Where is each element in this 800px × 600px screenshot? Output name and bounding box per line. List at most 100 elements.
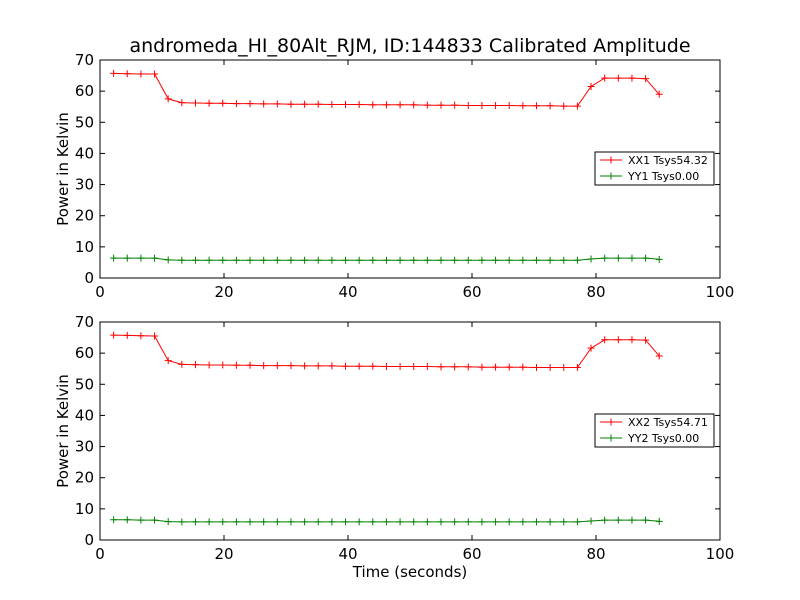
chart-2-x-tick-label: 40 <box>338 545 357 563</box>
chart-2-series-2-point <box>519 518 527 526</box>
chart-2-series-1-point <box>505 363 513 371</box>
chart-1-series-2-point <box>382 256 390 264</box>
chart-1-series-1-point <box>191 99 199 107</box>
chart-1-series-2-point <box>410 256 418 264</box>
chart-2-series-1-point <box>642 336 650 344</box>
chart-2-series-2-point <box>328 518 336 526</box>
chart-1-series-1-point <box>178 99 186 107</box>
chart-1-series-2-point <box>532 256 540 264</box>
chart-1-series-1-point <box>301 100 309 108</box>
chart-2-series-1-point <box>273 362 281 370</box>
chart-1-series-1-point <box>464 101 472 109</box>
chart-2-x-axis-label: Time (seconds) <box>352 563 468 581</box>
chart-1-series-2-point <box>137 254 145 262</box>
chart-2-series-2-point <box>546 518 554 526</box>
chart-2-legend-swatch-marker <box>607 434 615 442</box>
chart-1-y-tick-label: 70 <box>75 51 94 69</box>
chart-2-x-tick-label: 60 <box>462 545 481 563</box>
chart-2-series-1-point <box>178 360 186 368</box>
chart-1-series-1-point <box>137 70 145 78</box>
chart-2-x-tick-label: 20 <box>214 545 233 563</box>
chart-1-series-2-point <box>505 256 513 264</box>
chart-1-series-2-point <box>123 254 131 262</box>
chart-2-legend-label: XX2 Tsys54.71 <box>628 416 708 429</box>
chart-1-series-2-point <box>560 256 568 264</box>
chart-2-series-2-point <box>219 518 227 526</box>
chart-2-y-tick-label: 50 <box>75 375 94 393</box>
chart-2-series-1-point <box>423 363 431 371</box>
chart-1-y-tick-label: 0 <box>84 269 94 287</box>
chart-1-series-1-point <box>355 101 363 109</box>
chart-2-series-2-point <box>410 518 418 526</box>
chart-1-series-1-point <box>437 101 445 109</box>
chart-2-series-2-point <box>478 518 486 526</box>
chart-2-series-2-point <box>560 518 568 526</box>
chart-2-series-2-point <box>273 518 281 526</box>
chart-1-series-2-point <box>355 256 363 264</box>
chart-2-series-1-point <box>519 363 527 371</box>
chart-2-series-2-point <box>396 518 404 526</box>
chart-1-series-2-point <box>614 254 622 262</box>
chart-1-series-1-point <box>505 101 513 109</box>
chart-1-series-1-point <box>642 75 650 83</box>
chart-1-series-2-point <box>232 256 240 264</box>
chart-1-y-tick-label: 30 <box>75 176 94 194</box>
chart-1-series-1-point <box>546 102 554 110</box>
chart-2-y-axis-label: Power in Kelvin <box>54 374 72 488</box>
chart-2-series-2-point <box>614 516 622 524</box>
chart-2-series-1-point <box>314 362 322 370</box>
chart-2-series-1-point <box>573 363 581 371</box>
chart-1-series-2-point <box>546 256 554 264</box>
chart-2-y-tick-label: 70 <box>75 313 94 331</box>
chart-1-series-1-point <box>369 101 377 109</box>
chart-2-series-2-point <box>628 516 636 524</box>
chart-2-series-2-point <box>110 516 118 524</box>
chart-2-series-1-point <box>628 336 636 344</box>
chart-1-series-2-point <box>369 256 377 264</box>
chart-1-series-2-point <box>628 254 636 262</box>
chart-2-series-2-point <box>342 518 350 526</box>
chart-1-series-1-point <box>287 100 295 108</box>
chart-2-series-1-point <box>437 363 445 371</box>
chart-2-series-2-point <box>314 518 322 526</box>
chart-2-series-2-point <box>301 518 309 526</box>
chart-2-series-2-point <box>587 517 595 525</box>
chart-2-legend: XX2 Tsys54.71 YY2 Tsys0.00 <box>594 413 715 448</box>
chart-2-series-2-point <box>505 518 513 526</box>
chart-1-series-2-point <box>437 256 445 264</box>
chart-1-x-tick-label: 0 <box>95 283 105 301</box>
chart-2-series-1-point <box>342 362 350 370</box>
chart-1-series-1-point <box>123 70 131 78</box>
chart-2-y-tick-label: 0 <box>84 531 94 549</box>
chart-1-series-1-point <box>328 101 336 109</box>
chart-2-series-2-point <box>191 518 199 526</box>
chart-2-y-tick-label: 30 <box>75 438 94 456</box>
chart-2-series-2-point <box>601 516 609 524</box>
chart-2-series-1-point <box>410 363 418 371</box>
chart-2-series-2-point <box>369 518 377 526</box>
chart-2-series-1-point <box>382 363 390 371</box>
chart-2-series-2-point <box>355 518 363 526</box>
chart-2-series-1-point <box>355 362 363 370</box>
chart-2-series-2-point <box>464 518 472 526</box>
chart-2-series-2-point <box>642 516 650 524</box>
chart-1-series-2-point <box>423 256 431 264</box>
chart-1-series-2-point <box>151 254 159 262</box>
chart-2-series-1-point <box>151 332 159 340</box>
chart-1-series-1-point <box>601 74 609 82</box>
chart-1-series-1-point <box>273 100 281 108</box>
chart-2-series-1-point <box>560 363 568 371</box>
chart-2-series-2-point <box>451 518 459 526</box>
chart-2-series-2-point <box>205 518 213 526</box>
chart-1-series-1-point <box>628 74 636 82</box>
chart-1-series-2-point <box>601 254 609 262</box>
chart-2-series-1-point <box>219 361 227 369</box>
chart-2-x-tick-label: 0 <box>95 545 105 563</box>
chart-1-legend-label: XX1 Tsys54.32 <box>628 154 708 167</box>
chart-2-series-1-point <box>137 332 145 340</box>
chart-2-x-tick-label: 80 <box>586 545 605 563</box>
chart-1-series-2-point <box>519 256 527 264</box>
chart-2-series-1-point <box>260 362 268 370</box>
chart-2-series-1-point <box>205 361 213 369</box>
chart-2-series-1-point <box>451 363 459 371</box>
